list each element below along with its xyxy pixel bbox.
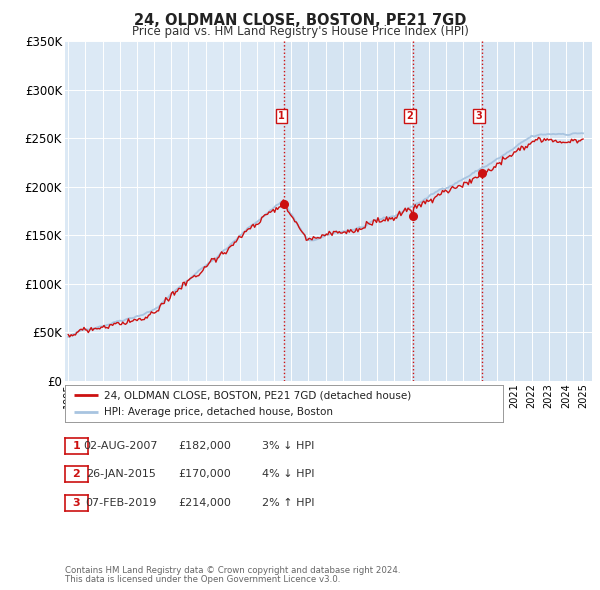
Text: 2: 2 [407,111,413,121]
Text: £170,000: £170,000 [178,470,231,479]
Text: 26-JAN-2015: 26-JAN-2015 [86,470,155,479]
Text: 4% ↓ HPI: 4% ↓ HPI [262,470,315,479]
Text: 2% ↑ HPI: 2% ↑ HPI [262,498,315,507]
Text: This data is licensed under the Open Government Licence v3.0.: This data is licensed under the Open Gov… [65,575,340,584]
Text: 3: 3 [476,111,482,121]
Text: 02-AUG-2007: 02-AUG-2007 [83,441,158,451]
Text: 1: 1 [278,111,285,121]
Text: £214,000: £214,000 [178,498,231,507]
Text: 3% ↓ HPI: 3% ↓ HPI [262,441,315,451]
Text: 1: 1 [73,441,80,451]
Text: 3: 3 [73,498,80,507]
Text: 24, OLDMAN CLOSE, BOSTON, PE21 7GD (detached house): 24, OLDMAN CLOSE, BOSTON, PE21 7GD (deta… [104,390,412,400]
Text: £182,000: £182,000 [178,441,231,451]
Text: Contains HM Land Registry data © Crown copyright and database right 2024.: Contains HM Land Registry data © Crown c… [65,566,400,575]
Text: 2: 2 [73,470,80,479]
Text: HPI: Average price, detached house, Boston: HPI: Average price, detached house, Bost… [104,407,333,417]
Text: 24, OLDMAN CLOSE, BOSTON, PE21 7GD: 24, OLDMAN CLOSE, BOSTON, PE21 7GD [134,13,466,28]
Bar [284,41,592,381]
Text: Price paid vs. HM Land Registry's House Price Index (HPI): Price paid vs. HM Land Registry's House … [131,25,469,38]
Text: 07-FEB-2019: 07-FEB-2019 [85,498,156,507]
